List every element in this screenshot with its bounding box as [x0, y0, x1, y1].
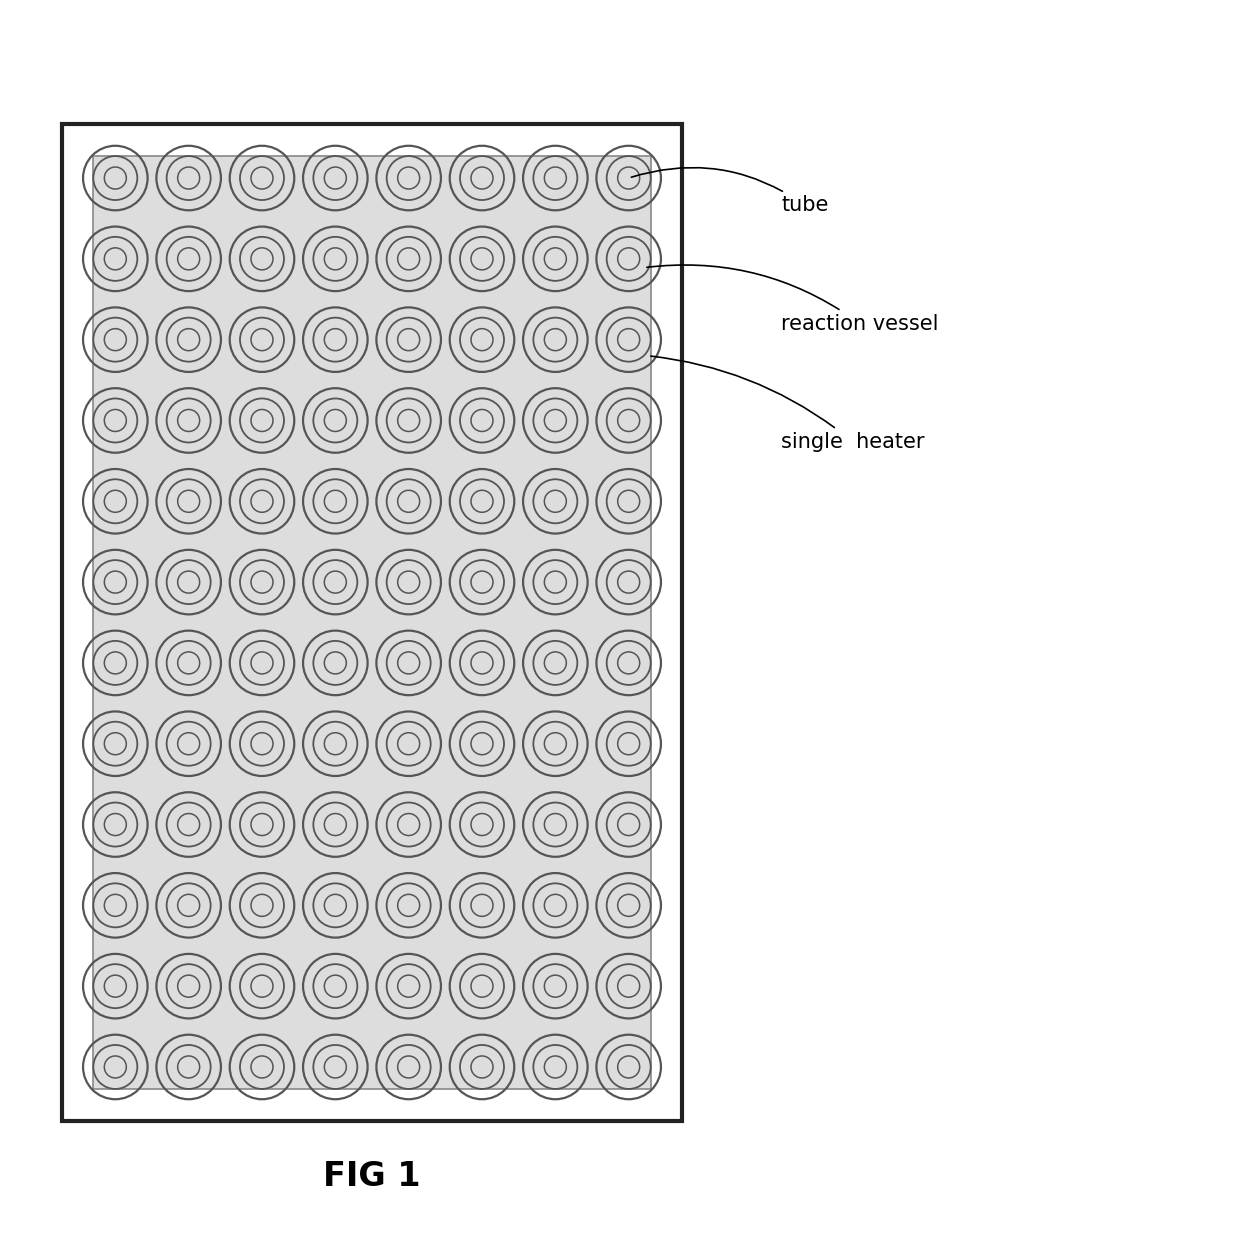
Text: FIG 1: FIG 1 — [324, 1160, 420, 1193]
Bar — [62, 124, 682, 1120]
Text: single  heater: single heater — [651, 356, 925, 452]
Bar — [93, 156, 651, 1089]
Text: reaction vessel: reaction vessel — [647, 265, 939, 334]
Text: tube: tube — [631, 168, 828, 215]
